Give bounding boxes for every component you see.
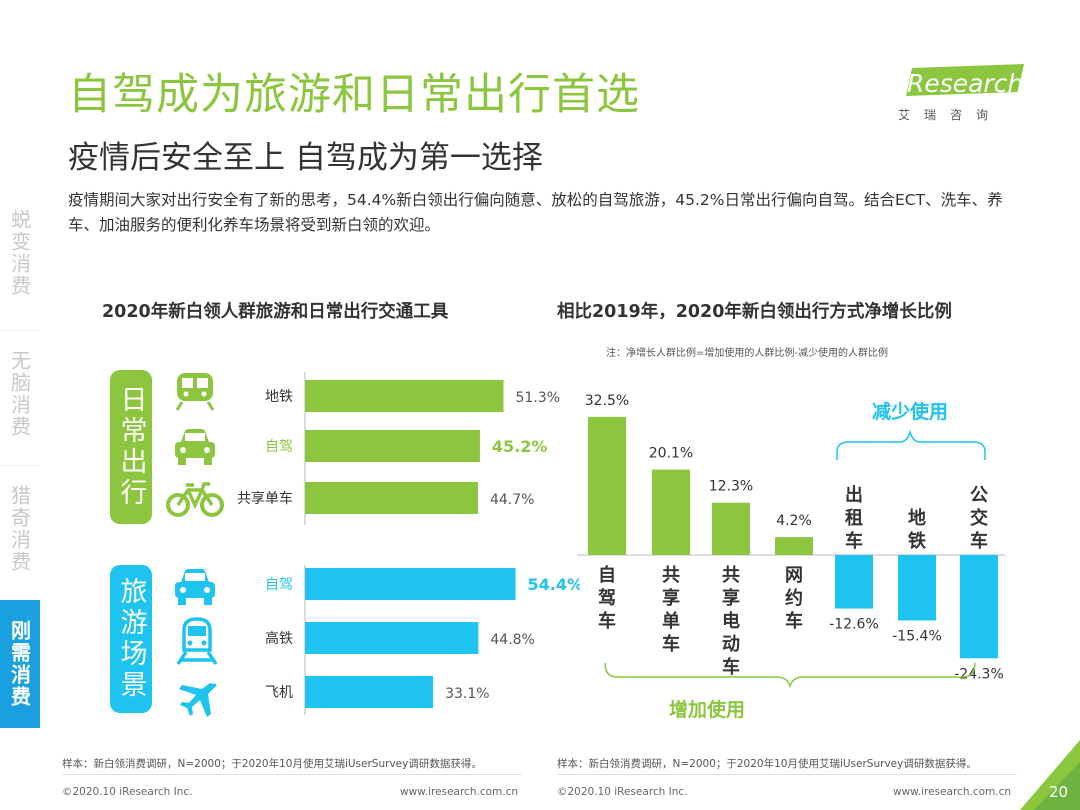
- category-label-char: 电: [722, 610, 740, 632]
- value-label: 32.5%: [585, 393, 629, 409]
- value-label: 54.4%: [528, 575, 580, 594]
- bar-0: [588, 416, 626, 555]
- left-chart: 地铁 51.3% 自驾 45.2% 共享单车 44.7% 自驾 54.4% 高铁 44.8% 飞机 3…: [237, 372, 580, 715]
- right-chart-title: 相比2019年，2020年新白领出行方式净增长比例: [557, 302, 952, 322]
- category-label-char: 单: [662, 610, 680, 632]
- bar-1: [652, 469, 690, 555]
- bracket-decrease-label: 减少使用: [872, 400, 948, 423]
- category-label-char: 车: [598, 610, 616, 632]
- page-number: 20: [1049, 783, 1068, 801]
- footer-divider-left: [62, 774, 522, 775]
- category-label-char: 驾: [598, 587, 616, 609]
- value-label: 20.1%: [649, 446, 693, 462]
- category-label-char: 出: [845, 484, 863, 506]
- category-label-char: 车: [785, 610, 803, 632]
- category-label-char: 铁: [908, 530, 926, 552]
- airplane-icon: [179, 683, 217, 717]
- url-left[interactable]: www.iresearch.com.cn: [400, 786, 519, 798]
- bar-5: [898, 555, 936, 621]
- value-label: -15.4%: [892, 628, 942, 644]
- car-icon: [175, 429, 215, 465]
- logo-text: iResearch: [900, 69, 1023, 98]
- left-chart-title: 2020年新白领人群旅游和日常出行交通工具: [102, 302, 449, 322]
- category-label-char: 网: [785, 565, 803, 586]
- value-label: -12.6%: [829, 617, 879, 633]
- page-corner: 20: [1020, 740, 1080, 810]
- bar-6: [960, 555, 998, 659]
- sidebar-item-novelty[interactable]: 猎奇消费: [0, 465, 40, 591]
- bar-0-0: [305, 380, 504, 412]
- bar-3: [775, 537, 813, 555]
- value-label: 33.1%: [445, 686, 489, 702]
- category-label-char: 租: [845, 507, 863, 529]
- bar-2: [712, 502, 750, 555]
- bar-0-1: [305, 430, 480, 462]
- category-label: 自驾: [265, 577, 293, 593]
- sidebar-item-essential[interactable]: 刚需消费: [0, 600, 40, 728]
- sidebar-item-mindless[interactable]: 无脑消费: [0, 330, 40, 456]
- category-label-char: 自: [598, 564, 616, 586]
- category-label-char: 共: [662, 565, 680, 586]
- copyright-right: ©2020.10 iResearch Inc.: [557, 786, 688, 798]
- bracket-decrease: [836, 429, 986, 460]
- group-label-travel: 旅游场景: [110, 565, 152, 713]
- bar-1-0: [305, 568, 516, 600]
- copyright-left: ©2020.10 iResearch Inc.: [62, 786, 193, 798]
- right-chart-note: 注：净增长人群比例=增加使用的人群比例-减少使用的人群比例: [606, 348, 888, 359]
- category-label-char: 公: [970, 485, 988, 506]
- iresearch-logo: iResearch: [900, 64, 1024, 98]
- left-chart-source: 样本：新白领消费调研，N=2000；于2020年10月使用艾瑞iUserSurv…: [62, 758, 482, 770]
- subway-icon: [175, 373, 215, 411]
- car-icon: [175, 569, 215, 605]
- category-label-char: 交: [970, 507, 988, 529]
- category-label-char: 享: [662, 587, 680, 609]
- category-label-char: 车: [722, 656, 740, 678]
- value-label: 51.3%: [516, 390, 560, 406]
- value-label: 45.2%: [492, 437, 548, 456]
- bracket-increase: [604, 662, 976, 689]
- category-label: 飞机: [265, 685, 293, 701]
- value-label: 44.7%: [490, 492, 534, 508]
- bracket-increase-label: 增加使用: [669, 698, 745, 721]
- category-label: 自驾: [265, 439, 293, 455]
- sidebar-item-transform[interactable]: 蜕变消费: [7, 209, 32, 297]
- category-label-char: 车: [970, 530, 988, 552]
- value-label: 44.8%: [490, 632, 534, 648]
- category-label-char: 车: [845, 530, 863, 552]
- category-label-char: 动: [722, 634, 740, 655]
- category-label: 地铁: [265, 389, 293, 405]
- page-title: 自驾成为旅游和日常出行首选: [68, 70, 640, 120]
- category-label-char: 约: [785, 587, 803, 609]
- category-label-char: 车: [662, 633, 680, 655]
- category-label: 共享单车: [237, 490, 293, 507]
- page-subtitle: 疫情后安全至上 自驾成为第一选择: [68, 140, 543, 176]
- url-right[interactable]: www.iresearch.com.cn: [893, 786, 1012, 798]
- bar-1-2: [305, 676, 434, 708]
- value-label: 12.3%: [709, 479, 753, 495]
- category-label: 高铁: [265, 630, 293, 647]
- footer-divider-right: [557, 774, 1017, 775]
- bar-1-1: [305, 622, 479, 654]
- bar-4: [835, 555, 873, 609]
- category-label-char: 共: [722, 565, 740, 586]
- group-label-daily: 日常出行: [110, 370, 152, 524]
- logo-cn-text: 艾瑞咨询: [898, 108, 1003, 122]
- value-label: 4.2%: [776, 513, 812, 529]
- value-label: -24.3%: [954, 666, 1004, 682]
- high-speed-rail-icon: [176, 617, 218, 665]
- category-label-char: 享: [722, 587, 740, 609]
- page-description: 疫情期间大家对出行安全有了新的思考，54.4%新白领出行偏向随意、放松的自驾旅游…: [68, 191, 1003, 234]
- bar-0-2: [305, 482, 478, 514]
- bicycle-icon: [166, 482, 224, 517]
- category-label-char: 地: [908, 507, 926, 529]
- right-chart-source: 样本：新白领消费调研，N=2000；于2020年10月使用艾瑞iUserSurv…: [557, 758, 977, 770]
